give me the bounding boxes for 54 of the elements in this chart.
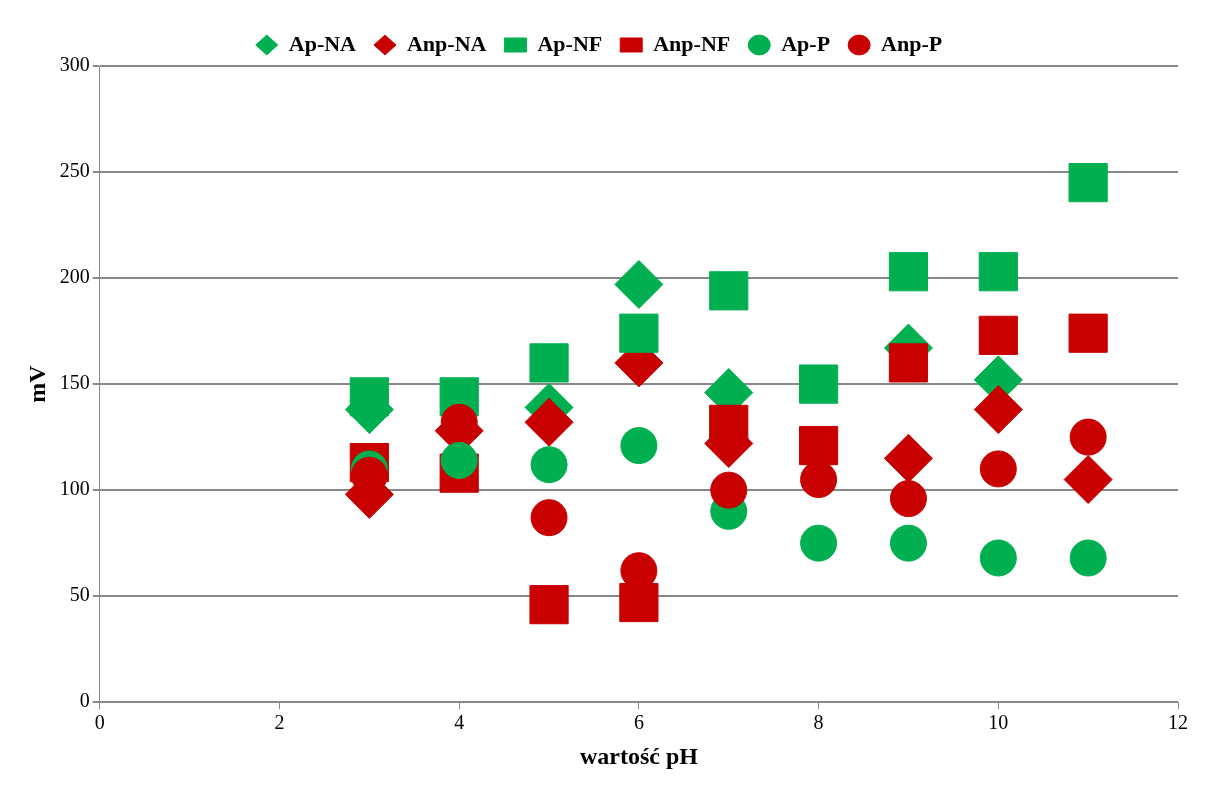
y-tick-label: 0 [79,689,90,712]
x-tick-label: 6 [633,711,644,734]
x-tick-label: 2 [274,711,285,734]
point [529,343,569,383]
y-axis-title: mV [23,364,50,403]
legend-label: Ap-NA [288,30,357,56]
y-tick-label: 300 [59,53,90,76]
point [1068,163,1108,203]
point [620,427,658,465]
point [710,471,748,509]
point [1069,418,1107,456]
x-tick-label: 0 [94,711,105,734]
point [524,397,574,447]
legend-label: Anp-P [881,30,943,56]
x-tick-label: 8 [813,711,824,734]
point [979,539,1017,577]
point [978,315,1018,355]
x-tick-label: 4 [454,711,465,734]
y-tick-label: 100 [59,477,90,500]
point [440,441,478,479]
y-tick-label: 250 [59,159,90,182]
legend-label: Ap-P [781,30,831,56]
point [888,252,929,292]
point [800,461,838,499]
point [614,259,664,309]
point [530,446,568,484]
legend-label: Anp-NA [406,30,487,56]
point [888,343,929,383]
point [619,313,659,353]
point [529,585,569,625]
point [889,480,927,518]
x-tick-label: 12 [1168,711,1188,734]
point [978,252,1018,292]
point [349,377,389,417]
point [973,385,1023,435]
point [800,524,838,562]
legend-label: Anp-NF [653,30,731,56]
point [1069,539,1107,577]
point [709,271,749,311]
point [799,364,839,404]
point [889,524,927,562]
point [883,433,933,483]
y-tick-label: 200 [59,265,90,288]
x-tick-label: 10 [988,711,1009,734]
point [530,499,568,537]
point [979,450,1017,488]
point [799,426,839,466]
point [619,582,659,623]
x-axis-title: wartość pH [579,742,699,769]
y-tick-label: 50 [69,583,90,606]
point [1063,455,1113,505]
y-tick-label: 150 [59,371,90,394]
legend-label: Ap-NF [537,30,603,56]
point [1068,313,1108,353]
